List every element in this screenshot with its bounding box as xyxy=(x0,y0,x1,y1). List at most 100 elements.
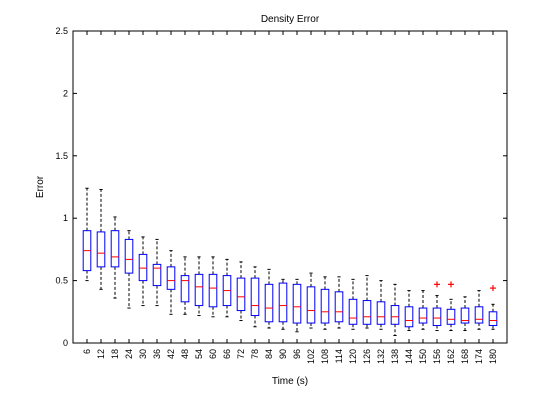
iqr-box xyxy=(166,266,176,290)
iqr-box xyxy=(474,306,484,324)
x-tick-label: 60 xyxy=(208,349,218,359)
x-tick-label: 162 xyxy=(446,349,456,364)
iqr-box xyxy=(110,230,120,268)
x-tick-label: 108 xyxy=(320,349,330,364)
box-150 xyxy=(418,290,428,330)
plot-frame xyxy=(72,30,508,344)
x-tick-label: 84 xyxy=(264,349,274,359)
outlier-marker xyxy=(434,281,440,288)
iqr-box xyxy=(292,283,302,324)
x-tick-label: 90 xyxy=(278,349,288,359)
x-tick-label: 150 xyxy=(418,349,428,364)
box-30 xyxy=(138,236,148,307)
x-tick-label: 24 xyxy=(124,349,134,359)
iqr-box xyxy=(320,288,330,324)
x-tick-label: 48 xyxy=(180,349,190,359)
x-tick-label: 6 xyxy=(82,349,92,354)
x-axis: 6 12 18 24 30 36 42 48 54 60 66 72 78 84 90 96 102 108 114… xyxy=(82,31,498,364)
box-84 xyxy=(264,268,274,329)
iqr-box xyxy=(208,273,218,308)
iqr-box xyxy=(278,282,288,323)
y-tick-label: 1.5 xyxy=(55,151,68,161)
box-174 xyxy=(474,290,484,330)
x-tick-label: 132 xyxy=(376,349,386,364)
box-108 xyxy=(320,276,330,330)
x-tick-label: 156 xyxy=(432,349,442,364)
y-tick-label: 0.5 xyxy=(55,276,68,286)
box-66 xyxy=(222,258,232,318)
box-114 xyxy=(334,276,344,329)
x-axis-label: Time (s) xyxy=(272,376,308,387)
iqr-box xyxy=(488,311,498,327)
box-72 xyxy=(236,261,246,322)
box-120 xyxy=(348,278,358,330)
iqr-box xyxy=(264,283,274,323)
box-36 xyxy=(152,238,162,307)
box-12 xyxy=(96,188,106,290)
outlier-marker xyxy=(448,281,454,288)
x-tick-label: 12 xyxy=(96,349,106,359)
box-162 xyxy=(446,281,456,332)
iqr-box xyxy=(96,231,106,268)
x-tick-label: 54 xyxy=(194,349,204,359)
box-138 xyxy=(390,283,400,337)
y-tick-label: 2.5 xyxy=(55,26,68,36)
x-tick-label: 168 xyxy=(460,349,470,364)
box-102 xyxy=(306,272,316,329)
iqr-box xyxy=(152,263,162,287)
x-tick-label: 174 xyxy=(474,349,484,364)
box-54 xyxy=(194,256,204,317)
iqr-box xyxy=(362,300,372,325)
y-axis: 0 0.5 1 1.5 2 2.5 xyxy=(55,26,507,348)
x-tick-label: 144 xyxy=(404,349,414,364)
iqr-box xyxy=(432,307,442,327)
box-42 xyxy=(166,250,176,315)
outlier-marker xyxy=(490,285,496,292)
iqr-box xyxy=(180,275,190,303)
iqr-box xyxy=(418,307,428,324)
box-24 xyxy=(124,230,134,309)
iqr-box xyxy=(334,291,344,323)
iqr-box xyxy=(460,307,470,324)
box-180 xyxy=(488,285,498,330)
x-tick-label: 102 xyxy=(306,349,316,364)
x-tick-label: 72 xyxy=(236,349,246,359)
box-168 xyxy=(460,296,470,332)
x-tick-label: 18 xyxy=(110,349,120,359)
iqr-box xyxy=(404,306,414,328)
iqr-box xyxy=(390,305,400,325)
box-96 xyxy=(292,278,302,333)
iqr-box xyxy=(124,238,134,274)
iqr-box xyxy=(376,301,386,325)
box-60 xyxy=(208,256,218,318)
box-18 xyxy=(110,216,120,299)
x-tick-label: 114 xyxy=(334,349,344,363)
x-tick-label: 126 xyxy=(362,349,372,364)
box-6 xyxy=(82,187,92,282)
box-series xyxy=(82,187,498,337)
x-tick-label: 120 xyxy=(348,349,358,364)
box-90 xyxy=(278,278,288,330)
iqr-box xyxy=(348,298,358,325)
x-tick-label: 78 xyxy=(250,349,260,359)
box-144 xyxy=(404,290,414,332)
box-48 xyxy=(180,256,190,315)
x-tick-label: 66 xyxy=(222,349,232,359)
x-tick-label: 30 xyxy=(138,349,148,359)
x-tick-label: 42 xyxy=(166,349,176,359)
box-78 xyxy=(250,266,260,328)
x-tick-label: 96 xyxy=(292,349,302,359)
box-126 xyxy=(362,275,372,329)
x-tick-label: 180 xyxy=(488,349,498,364)
iqr-box xyxy=(446,308,456,325)
iqr-box xyxy=(236,277,246,312)
y-tick-label: 1 xyxy=(63,213,68,223)
y-tick-label: 0 xyxy=(63,338,68,348)
plot-area xyxy=(72,30,508,344)
iqr-box xyxy=(250,277,260,317)
iqr-box xyxy=(306,286,316,324)
y-axis-label: Error xyxy=(35,175,46,198)
x-tick-label: 138 xyxy=(390,349,400,364)
iqr-box xyxy=(138,253,148,282)
